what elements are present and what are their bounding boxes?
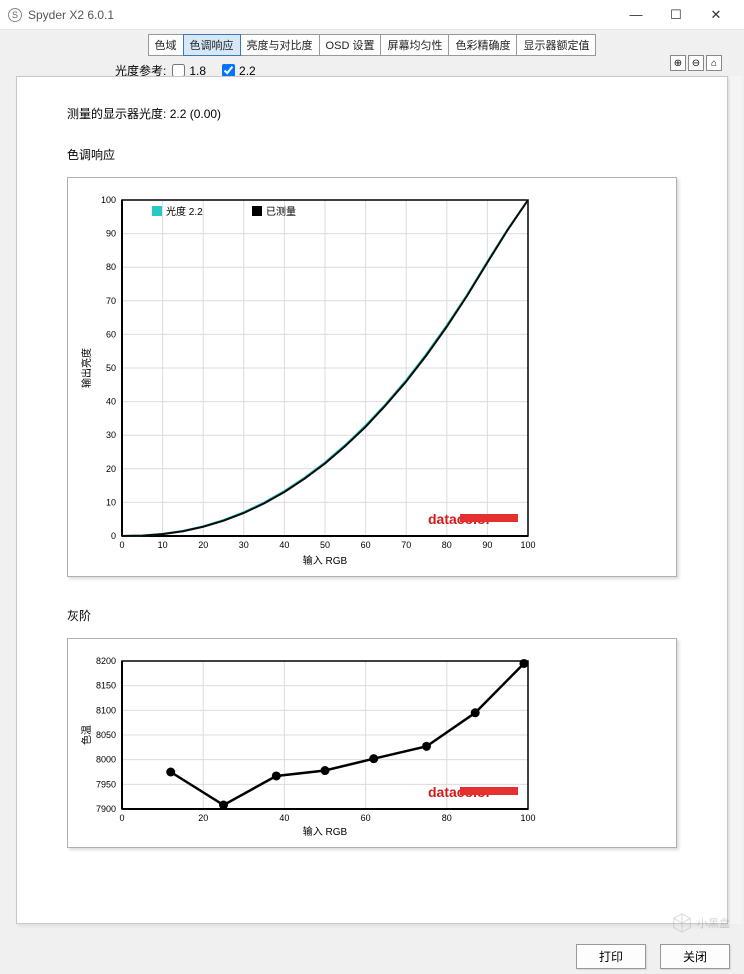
svg-text:30: 30 [106, 430, 116, 440]
svg-text:90: 90 [482, 540, 492, 550]
svg-text:80: 80 [442, 813, 452, 823]
svg-text:90: 90 [106, 229, 116, 239]
svg-text:20: 20 [106, 464, 116, 474]
svg-text:8150: 8150 [96, 681, 116, 691]
app-icon: S [8, 8, 22, 22]
measured-gamma-line: 测量的显示器光度: 2.2 (0.00) [67, 105, 677, 122]
svg-text:0: 0 [119, 540, 124, 550]
titlebar: S Spyder X2 6.0.1 — ☐ ✕ [0, 0, 744, 30]
tab-显示器额定值[interactable]: 显示器额定值 [516, 34, 596, 56]
svg-text:10: 10 [158, 540, 168, 550]
svg-text:100: 100 [520, 813, 535, 823]
footer-bar: 打印 关闭 [0, 938, 744, 974]
watermark-icon [671, 912, 693, 934]
svg-text:40: 40 [279, 540, 289, 550]
tone-response-heading: 色调响应 [67, 146, 677, 163]
tab-色调响应[interactable]: 色调响应 [183, 34, 241, 56]
svg-text:色温: 色温 [80, 725, 93, 745]
measured-label: 测量的显示器光度: [67, 107, 166, 121]
svg-text:40: 40 [279, 813, 289, 823]
close-button[interactable]: 关闭 [660, 944, 730, 969]
tone-response-chart: 0 10 20 30 40 50 60 70 80 90 100 0 10 20 30 40 50 60 70 80 9… [67, 177, 677, 577]
svg-text:8050: 8050 [96, 730, 116, 740]
maximize-button[interactable]: ☐ [656, 0, 696, 30]
svg-text:8000: 8000 [96, 755, 116, 765]
svg-text:8200: 8200 [96, 656, 116, 666]
svg-text:100: 100 [101, 195, 116, 205]
svg-text:0: 0 [111, 531, 116, 541]
grayscale-chart: 0 20 40 60 80 100 7900 7950 8000 8050 8100 8150 8200… [67, 638, 677, 848]
print-button[interactable]: 打印 [576, 944, 646, 969]
svg-text:8100: 8100 [96, 705, 116, 715]
svg-text:输入 RGB: 输入 RGB [303, 554, 348, 567]
svg-text:40: 40 [106, 397, 116, 407]
svg-text:输入 RGB: 输入 RGB [303, 825, 348, 838]
svg-text:7950: 7950 [96, 779, 116, 789]
tab-色域[interactable]: 色域 [148, 34, 184, 56]
watermark: 小黑盒 [671, 912, 730, 934]
svg-text:70: 70 [401, 540, 411, 550]
svg-text:0: 0 [119, 813, 124, 823]
zoom-in-icon[interactable]: ⊕ [670, 55, 686, 71]
svg-text:光度 2.2: 光度 2.2 [166, 205, 203, 218]
svg-text:80: 80 [106, 262, 116, 272]
zoom-out-icon[interactable]: ⊖ [688, 55, 704, 71]
minimize-button[interactable]: — [616, 0, 656, 30]
grayscale-heading: 灰阶 [67, 607, 677, 624]
tab-亮度与对比度[interactable]: 亮度与对比度 [240, 34, 320, 56]
svg-text:50: 50 [320, 540, 330, 550]
watermark-text: 小黑盒 [697, 915, 730, 931]
zoom-reset-icon[interactable]: ⌂ [706, 55, 722, 71]
grayscale-svg: 0 20 40 60 80 100 7900 7950 8000 8050 8100 8150 8200… [78, 649, 538, 839]
zoom-controls: ⊕ ⊖ ⌂ [670, 55, 722, 71]
svg-text:10: 10 [106, 497, 116, 507]
close-window-button[interactable]: ✕ [696, 0, 736, 30]
svg-text:30: 30 [239, 540, 249, 550]
svg-text:已测量: 已测量 [266, 205, 296, 218]
svg-text:50: 50 [106, 363, 116, 373]
svg-text:60: 60 [361, 813, 371, 823]
svg-text:80: 80 [442, 540, 452, 550]
svg-text:100: 100 [520, 540, 535, 550]
tone-response-svg: 0 10 20 30 40 50 60 70 80 90 100 0 10 20 30 40 50 60 70 80 9… [78, 188, 538, 568]
svg-text:输出亮度: 输出亮度 [80, 348, 93, 388]
svg-text:60: 60 [361, 540, 371, 550]
measured-value: 2.2 (0.00) [170, 107, 221, 121]
tabbar: 色域色调响应亮度与对比度OSD 设置屏幕均匀性色彩精确度显示器额定值 [0, 30, 744, 58]
tab-OSD 设置[interactable]: OSD 设置 [319, 34, 382, 56]
tab-屏幕均匀性[interactable]: 屏幕均匀性 [380, 34, 449, 56]
content-panel: 测量的显示器光度: 2.2 (0.00) 色调响应 0 10 20 30 40 50 60 7… [16, 76, 728, 924]
svg-text:70: 70 [106, 296, 116, 306]
svg-text:20: 20 [198, 540, 208, 550]
tab-色彩精确度[interactable]: 色彩精确度 [448, 34, 517, 56]
window-title: Spyder X2 6.0.1 [28, 8, 616, 22]
vertical-scrollbar[interactable] [730, 76, 742, 924]
svg-text:60: 60 [106, 329, 116, 339]
svg-text:7900: 7900 [96, 804, 116, 814]
svg-text:20: 20 [198, 813, 208, 823]
